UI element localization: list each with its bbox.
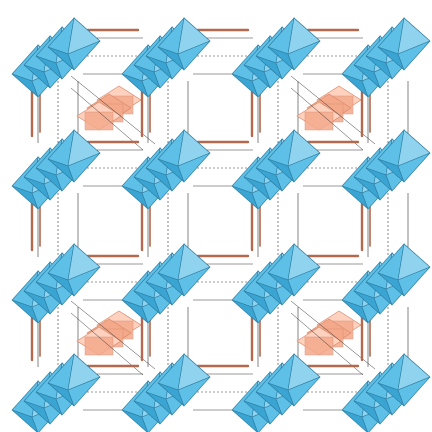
octahedron xyxy=(157,129,211,183)
cage-bond xyxy=(70,312,144,376)
octahedron-face xyxy=(397,152,431,183)
octahedra-layer xyxy=(11,17,431,432)
cage-block xyxy=(304,111,334,131)
octahedron-stack xyxy=(121,243,211,324)
octahedron-stack xyxy=(121,353,211,432)
octahedron-face xyxy=(67,376,101,407)
octahedron-stack xyxy=(231,17,321,98)
cage-block xyxy=(84,111,114,131)
coordination-cage xyxy=(70,75,156,151)
octahedron-stack xyxy=(341,353,431,432)
coordination-cage xyxy=(290,300,376,376)
octahedron-stack xyxy=(121,17,211,98)
octahedron-stack xyxy=(341,17,431,98)
octahedron xyxy=(377,243,431,297)
octahedron xyxy=(157,243,211,297)
cage-block xyxy=(304,336,334,356)
octahedron-stack xyxy=(231,353,321,432)
linker-rods xyxy=(30,28,371,368)
coordination-cage xyxy=(70,300,156,376)
octahedron-face xyxy=(67,152,101,183)
cage-block xyxy=(84,336,114,356)
octahedron xyxy=(157,353,211,407)
octahedron-face xyxy=(397,376,431,407)
octahedron xyxy=(377,129,431,183)
octahedron-face xyxy=(287,266,321,297)
octahedron-stack xyxy=(121,129,211,210)
octahedron-face xyxy=(177,40,211,71)
octahedron xyxy=(267,243,321,297)
octahedron xyxy=(377,353,431,407)
octahedron-face xyxy=(287,152,321,183)
octahedron-stack xyxy=(231,243,321,324)
cage-bond xyxy=(70,87,144,151)
octahedron-stack xyxy=(11,243,101,324)
coordination-cage xyxy=(290,75,376,151)
octahedron-stack xyxy=(11,353,101,432)
octahedron xyxy=(267,129,321,183)
octahedron-face xyxy=(287,376,321,407)
octahedron-stack xyxy=(11,129,101,210)
octahedron-face xyxy=(177,266,211,297)
octahedron-stack xyxy=(341,243,431,324)
octahedron-face xyxy=(397,266,431,297)
octahedron-face xyxy=(67,266,101,297)
cage-bond xyxy=(290,87,364,151)
octahedron-face xyxy=(287,40,321,71)
octahedron xyxy=(47,243,101,297)
octahedron xyxy=(267,17,321,71)
coordination-cages xyxy=(70,75,376,376)
octahedron xyxy=(47,129,101,183)
octahedron xyxy=(157,17,211,71)
octahedron-stack xyxy=(341,129,431,210)
octahedron-face xyxy=(67,40,101,71)
octahedron xyxy=(267,353,321,407)
cage-bond xyxy=(290,312,364,376)
octahedron-face xyxy=(397,40,431,71)
octahedron-stack xyxy=(11,17,101,98)
octahedron xyxy=(377,17,431,71)
octahedron xyxy=(47,353,101,407)
octahedron xyxy=(47,17,101,71)
octahedron-face xyxy=(177,152,211,183)
octahedron-stack xyxy=(231,129,321,210)
octahedron-face xyxy=(177,376,211,407)
